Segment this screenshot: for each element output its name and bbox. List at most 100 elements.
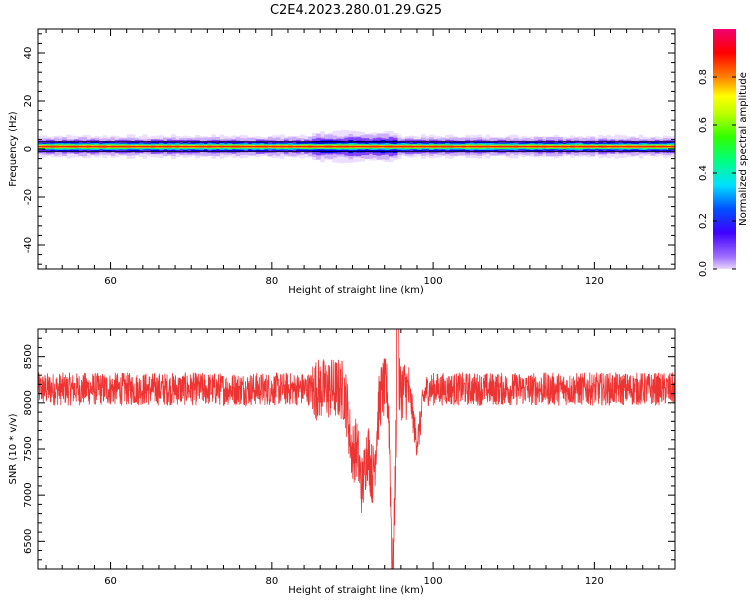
- heatmap-cell: [404, 145, 410, 148]
- heatmap-cell: [102, 145, 108, 148]
- heatmap-cell: [158, 145, 164, 148]
- heatmap-cell: [42, 145, 47, 148]
- heatmap-cell: [138, 145, 144, 148]
- heatmap-cell: [457, 145, 462, 148]
- heatmap-cell: [662, 145, 668, 148]
- heatmap-cell: [110, 145, 116, 148]
- heatmap-cell: [38, 145, 43, 148]
- heatmap-cell: [134, 145, 140, 148]
- heatmap-cell: [521, 145, 527, 148]
- heatmap-cell: [66, 145, 71, 148]
- heatmap-cell: [175, 145, 180, 148]
- y-tick-label: -40: [23, 237, 34, 253]
- spectral-band: [38, 129, 675, 164]
- heatmap-cell: [606, 145, 612, 148]
- heatmap-cell: [541, 145, 547, 148]
- heatmap-cell: [150, 145, 156, 148]
- heatmap-cell: [275, 145, 281, 148]
- heatmap-cell: [453, 145, 458, 148]
- x-tick-label: 100: [424, 576, 443, 587]
- heatmap-cell: [142, 145, 148, 148]
- heatmap-cell: [545, 145, 551, 148]
- heatmap-cell: [509, 145, 515, 148]
- heatmap-cell: [130, 145, 136, 148]
- heatmap-cell: [171, 145, 176, 148]
- x-tick-label: 80: [265, 576, 278, 587]
- heatmap-cell: [618, 145, 624, 148]
- heatmap-cell: [602, 145, 608, 148]
- y-tick-label: 8500: [23, 344, 34, 369]
- heatmap-cell: [622, 145, 628, 148]
- figure-title: C2E4.2023.280.01.29.G25: [270, 3, 442, 18]
- heatmap-cell: [114, 145, 120, 148]
- heatmap-cell: [231, 145, 237, 148]
- heatmap-cell: [493, 145, 499, 148]
- heatmap-cell: [223, 145, 229, 148]
- x-tick-label: 120: [585, 576, 604, 587]
- heatmap-cell: [187, 145, 192, 148]
- heatmap-cell: [215, 145, 221, 148]
- colorbar-tick-label: 0.6: [698, 117, 709, 133]
- heatmap-cell: [654, 145, 660, 148]
- heatmap-cell: [388, 145, 394, 148]
- snr-y-ticks: 6500 7000 7500 8000 8500: [23, 328, 675, 570]
- heatmap-cell: [271, 145, 277, 148]
- heatmap-cell: [376, 145, 382, 148]
- heatmap-cell: [666, 145, 672, 148]
- x-tick-label: 120: [585, 276, 604, 287]
- heatmap-cell: [74, 145, 79, 148]
- heatmap-cell: [582, 145, 587, 148]
- heatmap-cell: [574, 145, 579, 148]
- heatmap-cell: [425, 145, 430, 148]
- spectrogram-y-axis-label: Frequency (Hz): [8, 111, 19, 187]
- heatmap-cell: [400, 145, 406, 148]
- heatmap-cell: [364, 145, 370, 148]
- heatmap-cell: [82, 145, 87, 148]
- heatmap-cell: [122, 145, 128, 148]
- heatmap-cell: [421, 145, 426, 148]
- heatmap-cell: [533, 145, 539, 148]
- heatmap-cell: [469, 145, 475, 148]
- heatmap-cell: [279, 145, 285, 148]
- heatmap-cell: [304, 145, 309, 148]
- heatmap-cell: [505, 145, 511, 148]
- y-tick-label: 8000: [23, 390, 34, 415]
- heatmap-cell: [154, 145, 160, 148]
- heatmap-cell: [360, 145, 366, 148]
- heatmap-cell: [98, 145, 104, 148]
- heatmap-cell: [320, 145, 325, 148]
- heatmap-cell: [259, 145, 265, 148]
- heatmap-cell: [167, 145, 172, 148]
- heatmap-cell: [255, 145, 261, 148]
- heatmap-cell: [106, 145, 112, 148]
- colorbar-tick-label: 0.0: [698, 261, 709, 277]
- heatmap-cell: [408, 145, 414, 148]
- colorbar-ticks: 0.0 0.2 0.4 0.6 0.8: [698, 69, 736, 277]
- heatmap-cell: [598, 145, 604, 148]
- heatmap-cell: [372, 145, 378, 148]
- heatmap-cell: [162, 145, 168, 148]
- y-tick-label: 7000: [23, 482, 34, 507]
- heatmap-cell: [78, 145, 83, 148]
- heatmap-cell: [650, 145, 656, 148]
- heatmap-cell: [517, 145, 523, 148]
- heatmap-cell: [211, 145, 216, 148]
- heatmap-cell: [90, 145, 96, 148]
- heatmap-cell: [118, 145, 124, 148]
- heatmap-cell: [445, 145, 450, 148]
- heatmap-cell: [646, 145, 652, 148]
- snr-series-line: [38, 329, 675, 569]
- heatmap-cell: [489, 145, 495, 148]
- snr-x-axis-label: Height of straight line (km): [288, 585, 424, 596]
- heatmap-cell: [501, 145, 507, 148]
- heatmap-cell: [203, 145, 208, 148]
- heatmap-cell: [328, 145, 333, 148]
- x-tick-label: 100: [424, 276, 443, 287]
- snr-x-ticks: 60 80 100 120: [45, 329, 676, 587]
- heatmap-cell: [219, 145, 225, 148]
- spectrogram-x-ticks: 60 80 100 120: [45, 29, 676, 287]
- heatmap-cell: [336, 145, 341, 148]
- heatmap-cell: [670, 145, 675, 148]
- heatmap-cell: [239, 145, 245, 148]
- heatmap-cell: [94, 145, 100, 148]
